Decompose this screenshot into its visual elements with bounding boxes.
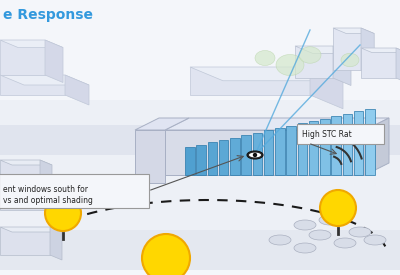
Polygon shape	[185, 147, 194, 175]
Polygon shape	[0, 180, 70, 186]
Ellipse shape	[309, 230, 331, 240]
Polygon shape	[0, 160, 52, 165]
Polygon shape	[0, 75, 89, 85]
Polygon shape	[354, 111, 363, 175]
Text: vs and optimal shading: vs and optimal shading	[3, 196, 93, 205]
Polygon shape	[165, 130, 365, 175]
Polygon shape	[275, 128, 284, 175]
Polygon shape	[0, 40, 63, 48]
Polygon shape	[65, 75, 89, 105]
Ellipse shape	[247, 151, 263, 159]
Polygon shape	[208, 142, 217, 175]
Ellipse shape	[142, 234, 190, 275]
Polygon shape	[252, 133, 262, 175]
Polygon shape	[365, 118, 389, 175]
Polygon shape	[365, 109, 374, 175]
Ellipse shape	[349, 227, 371, 237]
Polygon shape	[333, 46, 351, 86]
Polygon shape	[0, 230, 400, 270]
Polygon shape	[361, 28, 374, 76]
Polygon shape	[40, 160, 52, 187]
Polygon shape	[331, 116, 341, 175]
Polygon shape	[361, 48, 396, 78]
Text: High STC Rat: High STC Rat	[302, 130, 352, 139]
Polygon shape	[0, 227, 50, 255]
Ellipse shape	[255, 51, 275, 65]
Polygon shape	[0, 75, 65, 95]
Polygon shape	[342, 114, 352, 175]
Polygon shape	[0, 125, 400, 155]
Polygon shape	[333, 28, 361, 70]
Polygon shape	[396, 48, 400, 82]
Ellipse shape	[249, 153, 261, 157]
Polygon shape	[309, 121, 318, 175]
Polygon shape	[0, 227, 62, 232]
Polygon shape	[264, 130, 273, 175]
Text: e Response: e Response	[3, 8, 93, 22]
Polygon shape	[0, 40, 45, 75]
Polygon shape	[190, 67, 310, 95]
Polygon shape	[241, 135, 251, 175]
Polygon shape	[196, 145, 206, 175]
Ellipse shape	[269, 235, 291, 245]
Ellipse shape	[294, 220, 316, 230]
Polygon shape	[135, 130, 165, 183]
Ellipse shape	[276, 54, 304, 76]
Polygon shape	[0, 160, 40, 182]
Polygon shape	[320, 119, 330, 175]
Ellipse shape	[294, 243, 316, 253]
Polygon shape	[230, 138, 240, 175]
Polygon shape	[190, 67, 343, 81]
Ellipse shape	[341, 53, 359, 67]
Polygon shape	[0, 180, 55, 210]
Polygon shape	[333, 28, 374, 34]
Text: ent windows south for: ent windows south for	[3, 185, 88, 194]
Polygon shape	[50, 227, 62, 260]
Polygon shape	[219, 140, 228, 175]
Polygon shape	[286, 126, 296, 175]
Polygon shape	[0, 100, 400, 270]
Polygon shape	[295, 46, 351, 54]
Ellipse shape	[320, 190, 356, 226]
Ellipse shape	[253, 153, 257, 157]
FancyBboxPatch shape	[297, 124, 384, 144]
Ellipse shape	[319, 215, 341, 225]
Ellipse shape	[45, 195, 81, 231]
Polygon shape	[295, 46, 333, 78]
Polygon shape	[135, 118, 189, 130]
Polygon shape	[310, 67, 343, 109]
Polygon shape	[298, 123, 307, 175]
Polygon shape	[361, 48, 400, 53]
FancyBboxPatch shape	[0, 174, 149, 208]
Ellipse shape	[334, 238, 356, 248]
Polygon shape	[55, 180, 70, 216]
Polygon shape	[45, 40, 63, 82]
Polygon shape	[165, 118, 389, 130]
Ellipse shape	[364, 235, 386, 245]
Ellipse shape	[299, 47, 321, 63]
